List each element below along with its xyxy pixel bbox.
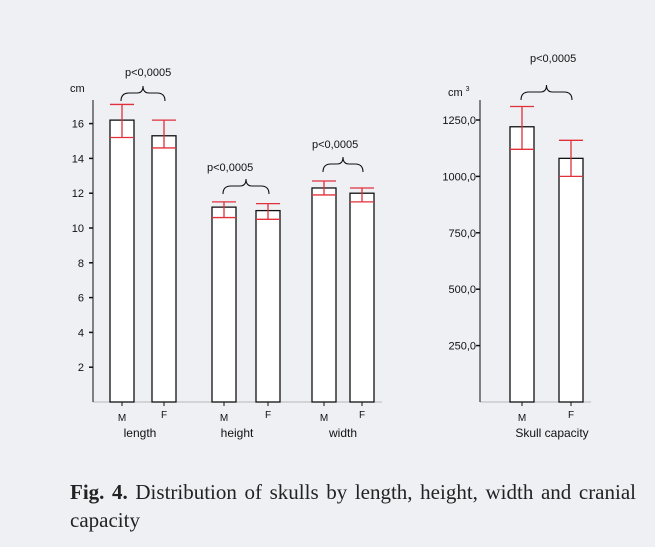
y-tick-label-1-2: 750,0 xyxy=(448,228,476,240)
figure-caption: Fig. 4. Distribution of skulls by length… xyxy=(70,478,636,534)
bar-0-2-1 xyxy=(349,192,375,403)
bar-0-0-0 xyxy=(109,119,135,403)
x-tick-label-0-0-0: M xyxy=(118,413,126,424)
x-tick-label-0-0-1: F xyxy=(161,410,167,421)
bar-0-1-1 xyxy=(255,209,281,403)
pvalue-label-0-0: p<0,0005 xyxy=(125,67,171,79)
y-tick-label-0-4: 10 xyxy=(72,223,84,235)
bar-0-1-0 xyxy=(211,206,237,403)
unit-label-1: cm 3 xyxy=(448,86,470,99)
pvalue-label-1-0: p<0,0005 xyxy=(530,53,576,65)
significance-brace-0-0 xyxy=(120,85,166,102)
y-tick-label-1-1: 500,0 xyxy=(448,284,476,296)
group-label-0-1: height xyxy=(221,426,254,440)
unit-label-0: cm xyxy=(70,83,85,95)
y-tick-label-0-6: 14 xyxy=(72,153,84,165)
y-tick-label-1-0: 250,0 xyxy=(448,341,476,353)
group-label-0-2: width xyxy=(328,426,357,440)
bar-0-0-1 xyxy=(151,135,177,403)
x-tick-label-0-1-1: F xyxy=(265,410,271,421)
y-tick-label-0-7: 16 xyxy=(72,119,84,131)
caption-text: Distribution of skulls by length, height… xyxy=(70,480,636,532)
pvalue-label-0-1: p<0,0005 xyxy=(207,162,253,174)
significance-brace-0-1 xyxy=(222,178,270,195)
x-tick-label-0-2-0: M xyxy=(320,413,328,424)
group-label-0-0: length xyxy=(124,426,157,440)
x-tick-label-1-0-1: F xyxy=(568,410,574,421)
significance-brace-0-2 xyxy=(322,156,364,173)
pvalue-label-0-2: p<0,0005 xyxy=(312,139,358,151)
bar-1-0-0 xyxy=(509,126,535,403)
bar-1-0-1 xyxy=(558,157,584,403)
significance-brace-1-0 xyxy=(520,84,573,101)
y-tick-label-0-5: 12 xyxy=(72,188,84,200)
x-tick-label-1-0-0: M xyxy=(518,413,526,424)
y-tick-label-0-3: 8 xyxy=(78,258,84,270)
group-label-1-0: Skull capacity xyxy=(515,426,588,440)
y-tick-label-1-4: 1250,0 xyxy=(442,115,476,127)
x-tick-label-0-1-0: M xyxy=(220,413,228,424)
caption-label: Fig. 4. xyxy=(70,480,128,504)
y-tick-label-1-3: 1000,0 xyxy=(442,171,476,183)
bar-0-2-0 xyxy=(311,187,337,403)
y-tick-label-0-2: 6 xyxy=(78,293,84,305)
y-tick-label-0-0: 2 xyxy=(78,362,84,374)
y-tick-label-0-1: 4 xyxy=(78,327,84,339)
x-tick-label-0-2-1: F xyxy=(359,410,365,421)
